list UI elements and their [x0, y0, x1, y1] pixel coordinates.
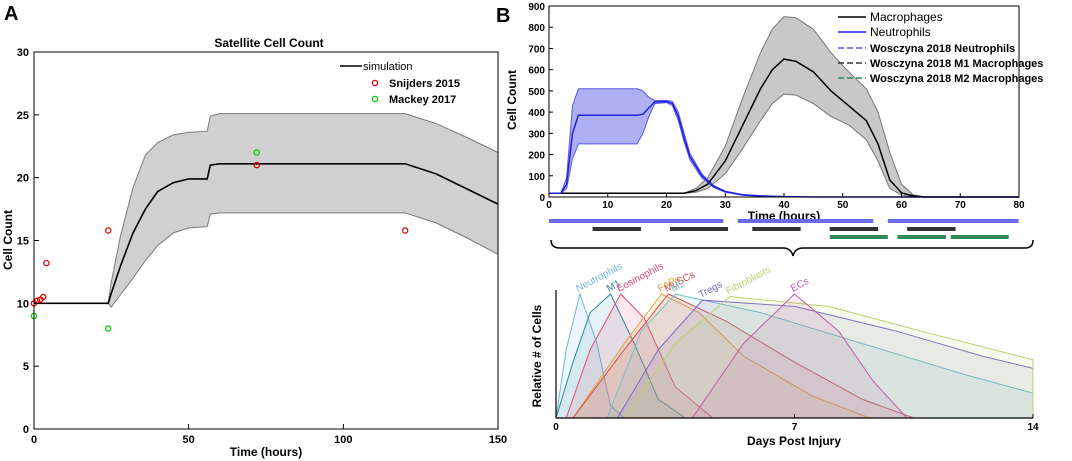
- area-m1: [555, 293, 688, 419]
- x-tick-label: 80: [1013, 200, 1025, 211]
- chart-a-frame: [33, 51, 499, 430]
- snijders-point: [104, 227, 112, 234]
- area-muscs: [572, 293, 914, 419]
- y-tick-label: 100: [528, 172, 545, 183]
- macrophages-line: [549, 58, 1019, 198]
- simulation-confidence-band: [34, 113, 499, 308]
- x-tick-label: 70: [955, 200, 967, 211]
- chart-c-x-ticks: 0 7 14: [553, 414, 1039, 433]
- y-tick-label: 600: [528, 66, 545, 77]
- y-tick-label: 900: [528, 2, 545, 13]
- y-tick-label: 5: [23, 361, 29, 373]
- chart-b-x-ticks: 0 10 20 30 40 50 60 70 80: [546, 193, 1025, 211]
- chart-a-legend: simulation Snijders 2015 Mackey 2017: [340, 61, 460, 106]
- x-tick-label: 50: [837, 200, 849, 211]
- y-tick-label: 800: [528, 23, 545, 34]
- x-tick-label: 0: [546, 200, 552, 211]
- snijders-point: [43, 259, 50, 267]
- chart-b-ylabel: Cell Count: [505, 70, 519, 130]
- neutrophils-line: [549, 100, 1019, 198]
- legend-simulation-label: simulation: [363, 61, 413, 73]
- y-tick-label: 400: [528, 108, 545, 119]
- panel-letter-b: B: [496, 5, 510, 27]
- macrophages-band: [549, 16, 1019, 198]
- chart-b-band-layer: [549, 16, 1019, 198]
- chart-a-xlabel: Time (hours): [230, 445, 302, 459]
- snijders-point: [253, 161, 260, 169]
- legend-mackey-marker: [371, 95, 379, 103]
- legend-wosczyna-neutrophils-label: Wosczyna 2018 Neutrophils: [870, 43, 1015, 55]
- chart-c-xlabel: Days Post Injury: [747, 434, 841, 448]
- y-tick-label: 25: [17, 110, 29, 122]
- area-fibroblasts: [623, 295, 1034, 419]
- chart-a-y-ticks: 0 5 10 15 20 25 30: [17, 47, 39, 436]
- y-tick-label: 20: [17, 173, 29, 185]
- area-label-fibroblasts: Fibroblasts: [724, 264, 772, 297]
- chart-a-x-ticks: 0 50 100 150: [31, 424, 507, 446]
- chart-b-legend: Macrophages Neutrophils Wosczyna 2018 Ne…: [838, 10, 1043, 85]
- x-tick-label: 50: [183, 434, 195, 446]
- timeline-brace: [550, 239, 1034, 257]
- y-tick-label: 0: [23, 424, 29, 436]
- legend-wosczyna-m2-label: Wosczyna 2018 M2 Macrophages: [870, 73, 1043, 85]
- x-tick-label: 7: [792, 422, 798, 433]
- y-tick-label: 15: [17, 236, 29, 248]
- x-tick-label: 0: [31, 434, 37, 446]
- y-tick-label: 10: [17, 298, 29, 310]
- x-tick-label: 60: [896, 200, 908, 211]
- x-tick-label: 40: [778, 200, 790, 211]
- y-tick-label: 300: [528, 129, 545, 140]
- mackey-point: [104, 325, 112, 332]
- chart-a-band-layer: [34, 113, 499, 308]
- legend-snijders-marker: [371, 79, 379, 87]
- legend-wosczyna-m1-label: Wosczyna 2018 M1 Macrophages: [870, 58, 1043, 70]
- y-tick-label: 30: [17, 47, 29, 59]
- legend-snijders-label: Snijders 2015: [389, 78, 460, 90]
- chart-b-top: 0 10 20 30 40 50 60 70 80 0 100 200 300 400 500 600 700…: [505, 2, 1043, 223]
- y-tick-label: 500: [528, 87, 545, 98]
- chart-c-area-layer: [555, 292, 1034, 419]
- x-tick-label: 20: [661, 200, 673, 211]
- area-label-tregs: Tregs: [697, 279, 724, 301]
- y-tick-label: 200: [528, 151, 545, 162]
- panel-letter-a: A: [4, 3, 18, 25]
- chart-b-y-ticks: 0 100 200 300 400 500 600 700 800 900: [528, 2, 553, 204]
- y-tick-label: 700: [528, 44, 545, 55]
- snijders-point: [40, 293, 47, 301]
- chart-a: Satellite Cell Count 0 50 100 150 0 5 10 15 20 2…: [1, 36, 507, 459]
- chart-a-title: Satellite Cell Count: [214, 36, 323, 50]
- legend-mackey-label: Mackey 2017: [389, 94, 456, 106]
- chart-a-line-layer: [34, 163, 499, 305]
- legend-macrophages-label: Macrophages: [870, 10, 943, 24]
- simulation-line: [34, 163, 499, 305]
- x-tick-label: 10: [602, 200, 614, 211]
- x-tick-label: 0: [553, 422, 559, 433]
- wosczyna-timeline-bars: [549, 219, 1019, 239]
- mackey-point: [253, 149, 260, 156]
- snijders-point: [401, 227, 409, 234]
- x-tick-label: 150: [489, 434, 507, 446]
- chart-b-line-layer: [549, 58, 1019, 198]
- x-tick-label: 14: [1027, 422, 1039, 433]
- y-tick-label: 0: [539, 193, 545, 204]
- neutrophils-band: [549, 88, 1019, 198]
- x-tick-label: 100: [334, 434, 352, 446]
- chart-c-ylabel: Relative # of Cells: [530, 304, 544, 407]
- area-label-ecs: ECs: [789, 276, 811, 295]
- chart-a-ylabel: Cell Count: [1, 210, 15, 270]
- x-tick-label: 30: [720, 200, 732, 211]
- legend-neutrophils-label: Neutrophils: [870, 25, 931, 39]
